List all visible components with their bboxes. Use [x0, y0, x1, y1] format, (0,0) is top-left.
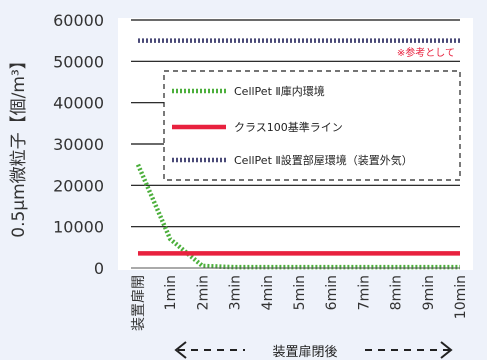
x-tick-label: 2min	[195, 275, 211, 310]
caption-arrowhead-left	[174, 341, 187, 359]
y-tick-label: 10000	[53, 218, 104, 237]
x-tick-label: 装置扉開	[131, 275, 147, 331]
y-tick-label: 40000	[53, 94, 104, 113]
legend-label-2: CellPet Ⅱ設置部屋環境（装置外気）	[234, 153, 413, 167]
x-tick-label: 1min	[163, 275, 179, 310]
x-tick-label: 4min	[260, 275, 276, 310]
y-tick-label: 30000	[53, 135, 104, 154]
x-tick-label: 8min	[389, 275, 405, 310]
reference-annotation: ※参考として	[397, 46, 455, 59]
x-tick-label: 3min	[228, 275, 244, 310]
caption-arrowhead-right	[440, 341, 453, 359]
x-caption-group: 装置扉閉後	[174, 341, 453, 360]
legend-label-1: クラス100基準ライン	[234, 120, 343, 134]
y-tick-label: 60000	[53, 11, 104, 30]
x-tick-labels: 装置扉開 1min 2min 3min 4min 5min 6min 7min 8min 9min…	[131, 275, 469, 331]
y-tick-label: 0	[94, 259, 104, 278]
y-axis-label: 0.5µm微粒子【個/m³】	[9, 52, 29, 238]
x-tick-label: 10min	[453, 275, 469, 319]
x-tick-label: 7min	[356, 275, 372, 310]
series-layer	[135, 38, 461, 270]
y-tick-label: 50000	[53, 52, 104, 71]
y-tick-labels: 0 10000 20000 30000 40000 50000 60000	[53, 11, 104, 278]
legend-label-0: CellPet Ⅱ庫内環境	[234, 84, 325, 98]
y-tick-label: 20000	[53, 176, 104, 195]
x-tick-label: 6min	[324, 275, 340, 310]
series-line-0	[135, 163, 460, 270]
x-tick-label: 5min	[292, 275, 308, 310]
x-tick-label: 9min	[421, 275, 437, 310]
x-axis-caption: 装置扉閉後	[272, 344, 337, 360]
